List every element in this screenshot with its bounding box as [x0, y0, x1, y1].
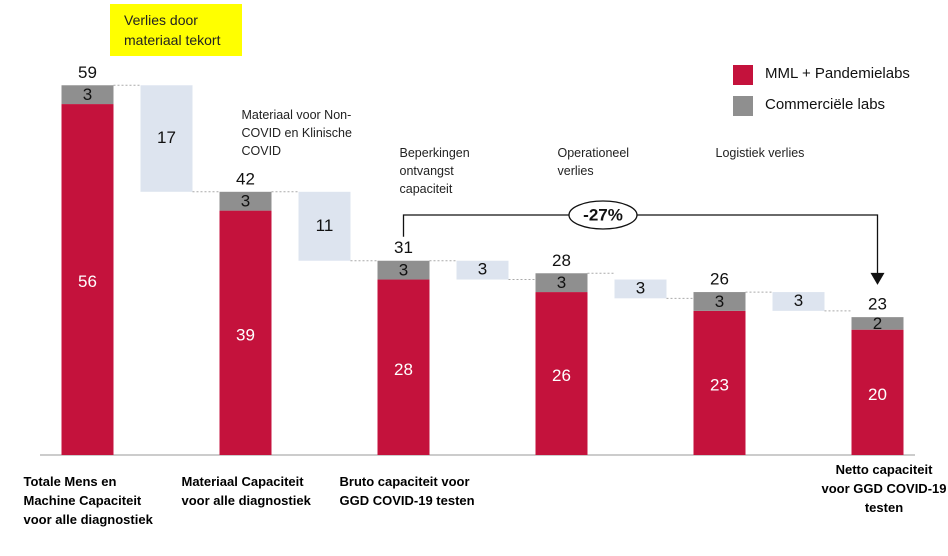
bar-segment	[535, 292, 588, 455]
total-label: 31	[394, 238, 413, 257]
value-label: 23	[710, 375, 729, 394]
category-label: Materiaal Capaciteit voor alle diagnosti…	[181, 474, 311, 508]
category-label: Bruto capaciteit voor GGD COVID-19 teste…	[339, 474, 475, 508]
value-label: 2	[873, 314, 882, 333]
total-label: 42	[236, 169, 255, 188]
loss-bar	[140, 85, 193, 192]
bar-segment	[377, 260, 430, 280]
loss-bar	[456, 260, 509, 280]
bar-segment	[61, 104, 114, 456]
annotation: Beperkingen ontvangst capaciteit	[399, 146, 470, 196]
legend-label: Commerciële labs	[765, 96, 886, 113]
bar-segment	[851, 329, 904, 455]
total-label: 23	[868, 295, 887, 314]
value-label: 26	[552, 366, 571, 385]
arrow-head	[870, 272, 885, 285]
bar-segment	[219, 191, 272, 211]
bar-segment	[693, 292, 746, 311]
loss-bar	[614, 279, 667, 299]
change-label: -27%	[583, 205, 623, 224]
annotation: Logistiek verlies	[715, 146, 805, 160]
legend-label: MML + Pandemielabs	[765, 65, 910, 82]
legend-swatch	[733, 96, 753, 116]
value-label: 3	[557, 273, 566, 292]
value-label: 39	[236, 325, 255, 344]
loss-label: 17	[157, 128, 176, 147]
value-label: 56	[78, 272, 97, 291]
bar-segment	[219, 210, 272, 455]
total-label: 28	[552, 251, 571, 270]
value-label: 3	[399, 261, 408, 280]
value-label: 28	[394, 360, 413, 379]
value-label: 3	[715, 292, 724, 311]
bar-segment	[851, 317, 904, 330]
loss-label: 11	[316, 216, 334, 235]
annotation: Operationeel verlies	[557, 146, 630, 178]
total-label: 26	[710, 270, 729, 289]
value-label: 3	[241, 192, 250, 211]
total-label: 59	[78, 63, 97, 82]
loss-label: 3	[794, 291, 803, 310]
legend-swatch	[733, 65, 753, 85]
loss-bar	[772, 292, 825, 311]
annotation: Materiaal voor Non- COVID en Klinische C…	[241, 108, 352, 158]
change-badge	[568, 200, 638, 230]
value-label: 20	[868, 385, 887, 404]
loss-label: 3	[636, 278, 645, 297]
bar-segment	[693, 310, 746, 455]
value-label: 3	[83, 85, 92, 104]
bar-segment	[61, 85, 114, 105]
annotation: Verlies door materiaal tekort	[110, 4, 242, 56]
bar-segment	[377, 279, 430, 455]
bracket	[402, 214, 879, 275]
category-label: Netto capaciteit voor GGD COVID-19 teste…	[821, 462, 947, 515]
loss-label: 3	[478, 260, 487, 279]
loss-bar	[298, 191, 351, 261]
bar-segment	[535, 273, 588, 293]
category-label: Totale Mens en Machine Capaciteit voor a…	[23, 474, 153, 527]
